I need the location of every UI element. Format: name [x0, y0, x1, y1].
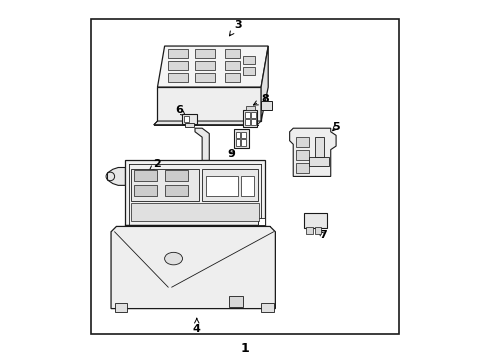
- Bar: [315, 137, 323, 157]
- Bar: [242, 176, 254, 196]
- Bar: [184, 116, 189, 122]
- Polygon shape: [125, 160, 265, 225]
- Bar: [245, 119, 249, 125]
- Bar: [185, 123, 194, 127]
- Bar: [234, 129, 248, 148]
- Bar: [243, 56, 255, 64]
- Polygon shape: [290, 128, 336, 176]
- Polygon shape: [261, 102, 272, 111]
- Polygon shape: [111, 226, 275, 309]
- Text: 5: 5: [332, 122, 340, 132]
- Bar: [225, 61, 240, 70]
- Bar: [296, 150, 309, 160]
- Text: 3: 3: [229, 19, 242, 36]
- Bar: [242, 132, 245, 138]
- Bar: [296, 137, 309, 147]
- Polygon shape: [107, 167, 125, 185]
- Bar: [246, 107, 255, 110]
- Bar: [304, 213, 327, 228]
- Text: 7: 7: [319, 230, 327, 240]
- Bar: [182, 114, 197, 124]
- Bar: [243, 67, 255, 75]
- Bar: [165, 170, 188, 181]
- Bar: [236, 132, 240, 138]
- Bar: [306, 227, 313, 234]
- Bar: [242, 139, 245, 146]
- Polygon shape: [258, 217, 265, 225]
- Bar: [251, 119, 256, 125]
- Bar: [168, 73, 188, 82]
- Bar: [92, 19, 398, 334]
- Bar: [229, 296, 243, 307]
- Bar: [309, 157, 329, 166]
- Bar: [243, 110, 257, 127]
- Text: 8: 8: [253, 94, 270, 105]
- Bar: [134, 170, 157, 181]
- Polygon shape: [154, 121, 261, 125]
- Bar: [168, 49, 188, 58]
- Bar: [261, 303, 273, 312]
- Text: 1: 1: [241, 342, 249, 355]
- Bar: [195, 73, 215, 82]
- Bar: [251, 112, 256, 118]
- Bar: [134, 185, 157, 196]
- Bar: [115, 303, 127, 312]
- Bar: [225, 73, 240, 82]
- Bar: [131, 169, 198, 202]
- Text: 6: 6: [175, 105, 186, 116]
- Text: 9: 9: [227, 149, 235, 159]
- Bar: [315, 227, 321, 234]
- Polygon shape: [195, 128, 209, 160]
- Bar: [296, 163, 309, 173]
- Bar: [236, 139, 240, 146]
- Bar: [168, 61, 188, 70]
- Bar: [131, 203, 259, 221]
- Polygon shape: [157, 87, 261, 121]
- Bar: [165, 185, 188, 196]
- Bar: [202, 169, 258, 202]
- Polygon shape: [261, 46, 268, 121]
- Text: 4: 4: [193, 318, 201, 334]
- Bar: [206, 176, 238, 196]
- Bar: [195, 49, 215, 58]
- Text: 2: 2: [148, 159, 161, 171]
- Bar: [245, 112, 249, 118]
- Polygon shape: [157, 46, 268, 87]
- Bar: [195, 61, 215, 70]
- Ellipse shape: [165, 252, 182, 265]
- Bar: [225, 49, 240, 58]
